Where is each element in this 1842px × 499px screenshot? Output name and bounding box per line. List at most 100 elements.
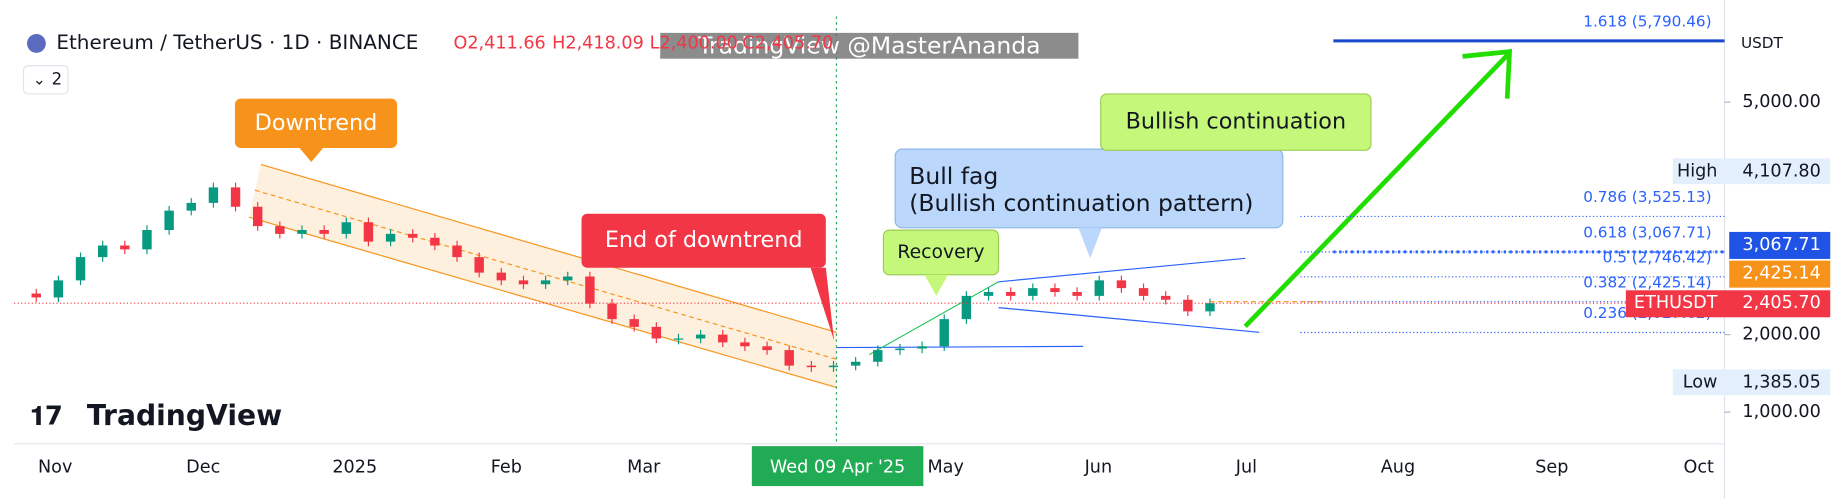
indicator-count: 2	[52, 69, 62, 88]
candle	[629, 319, 639, 327]
candle	[275, 226, 285, 234]
channel-edge	[248, 216, 837, 389]
candle	[208, 187, 219, 203]
candle	[31, 293, 41, 298]
logo: TradingView	[87, 399, 282, 432]
callout	[234, 98, 398, 148]
channel	[249, 164, 837, 388]
candle	[607, 303, 617, 320]
callout-text: End of downtrend	[605, 227, 803, 253]
symbol-title: Ethereum / TetherUS · 1D · BINANCE	[56, 30, 418, 54]
candle	[806, 365, 817, 368]
candle	[540, 280, 551, 285]
open-label: O2,411.66	[453, 33, 545, 53]
fib-label: 0.786 (3,525.13)	[1583, 188, 1711, 206]
callout-pointer	[1078, 227, 1102, 259]
currency: USDT	[1741, 34, 1784, 52]
candle	[961, 295, 972, 320]
watermark: TradingView @MasterAnanda	[697, 31, 1040, 59]
chevron: ⌄	[33, 70, 46, 88]
candle	[695, 334, 706, 339]
candle	[474, 257, 484, 273]
candle	[828, 365, 839, 368]
x-tick-label: May	[927, 457, 963, 477]
channel-mid	[254, 189, 837, 360]
candle	[319, 230, 329, 234]
y-tick-label: 5,000.00	[1742, 92, 1820, 112]
candle	[563, 276, 573, 281]
x-tick-label: Jul	[1235, 457, 1257, 477]
candle	[230, 187, 241, 207]
low-name: Low	[1683, 372, 1718, 392]
candle	[1205, 303, 1215, 312]
callout	[581, 213, 826, 268]
flag-top	[998, 257, 1246, 283]
candle	[97, 245, 108, 258]
candle	[673, 338, 684, 340]
candle	[518, 280, 529, 285]
high-value: 4,107.80	[1742, 161, 1820, 181]
candle	[452, 245, 462, 258]
x-tick-label: Mar	[627, 457, 661, 477]
high-label: H2,418.09	[552, 33, 644, 53]
callout-pointer	[924, 274, 949, 296]
candle	[740, 342, 750, 347]
candle	[762, 346, 772, 351]
candle	[186, 202, 196, 211]
callout-text: (Bullish continuation pattern)	[909, 189, 1253, 217]
fib-label: 1.618 (5,790.46)	[1583, 13, 1711, 31]
candle	[496, 272, 507, 281]
price-label-bg	[1729, 260, 1831, 288]
flag-bottom	[998, 307, 1260, 333]
callout-pointer	[810, 267, 835, 341]
candle	[1138, 288, 1149, 296]
candle	[53, 280, 64, 298]
x-tick-label: Feb	[491, 457, 522, 477]
x-tick-label: Sep	[1535, 457, 1568, 477]
high-name: High	[1677, 161, 1717, 181]
x-tick-label: Aug	[1381, 457, 1415, 477]
candle	[341, 222, 351, 234]
candle	[784, 350, 794, 366]
candle	[873, 350, 883, 362]
indicator-toggle[interactable]	[22, 65, 69, 95]
candle	[1050, 288, 1060, 293]
candle	[1183, 299, 1193, 312]
price-label-bg	[1625, 290, 1831, 318]
candle	[983, 292, 994, 296]
recovery-line	[869, 281, 999, 356]
candle	[1028, 288, 1038, 296]
low-label-bg	[1672, 369, 1831, 396]
arrow-head	[1462, 49, 1513, 99]
callout-pointer	[299, 147, 324, 163]
candle	[1005, 292, 1016, 296]
x-tick-label: 2025	[332, 457, 377, 477]
channel-edge	[260, 163, 837, 333]
x-tick-label: Nov	[38, 457, 72, 477]
candle	[120, 245, 130, 250]
callout	[1100, 93, 1372, 151]
high-label-bg	[1672, 158, 1831, 185]
candle	[75, 257, 86, 281]
candle	[850, 361, 861, 366]
candle	[939, 319, 949, 347]
price-label-bg	[1729, 231, 1831, 259]
candle	[297, 230, 307, 234]
low-label: L2,400.00	[650, 33, 738, 53]
candle	[1160, 295, 1171, 300]
y-tick-label: 2,000.00	[1742, 325, 1820, 345]
candle	[585, 276, 595, 304]
candle	[1072, 292, 1082, 296]
plot	[14, 39, 1725, 372]
x-tick-label: Oct	[1683, 457, 1714, 477]
callout-text: Recovery	[897, 242, 984, 263]
low-value: 1,385.05	[1742, 372, 1820, 392]
callout-text: Bullish continuation	[1126, 109, 1347, 135]
candle	[142, 230, 152, 250]
price-label: 3,067.71	[1742, 235, 1820, 255]
cursor-date: Wed 09 Apr '25	[770, 457, 905, 477]
candle	[363, 222, 374, 242]
fib-label: 0.5 (2,746.42)	[1603, 248, 1712, 266]
price-label-name: ETHUSDT	[1634, 293, 1718, 313]
